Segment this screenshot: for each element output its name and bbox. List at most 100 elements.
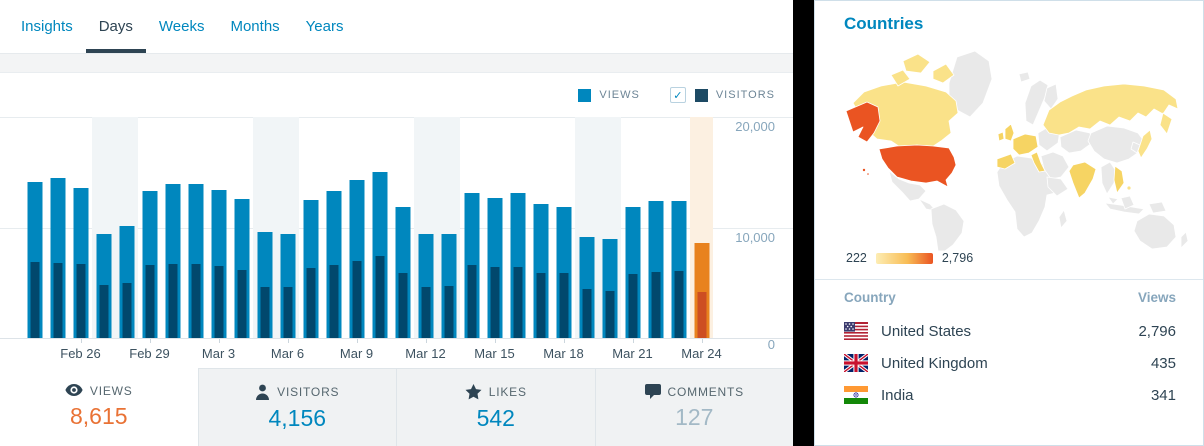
legend-visitors-label: VISITORS [715, 89, 775, 101]
bar-mar-18[interactable] [552, 117, 575, 338]
views-column-header: Views [1137, 290, 1176, 305]
map-great-britain [1004, 123, 1015, 142]
map-russia [1042, 83, 1179, 136]
legend-visitors[interactable]: ✓ VISITORS [669, 87, 775, 103]
country-row-united-kingdom[interactable]: United Kingdom 435 [815, 347, 1203, 379]
map-ireland [997, 131, 1005, 142]
map-iceland [1018, 71, 1031, 83]
map-new-guinea [1148, 201, 1167, 214]
map-central-asia [1059, 129, 1093, 154]
panel-divider [793, 0, 814, 446]
map-arctic-island-1 [902, 53, 931, 74]
summary-tabs: VIEWS 8,615 VISITORS 4,156 LIK [0, 368, 793, 446]
bar-feb-26[interactable] [69, 117, 92, 338]
summary-likes-value: 542 [476, 404, 515, 431]
bar-mar-12[interactable] [414, 117, 437, 338]
bar-mar-16[interactable] [506, 117, 529, 338]
map-madagascar [1058, 209, 1068, 229]
visitors-checkbox[interactable]: ✓ [669, 87, 686, 103]
x-tick [701, 339, 703, 343]
bar-mar-23[interactable] [667, 117, 690, 338]
tab-months[interactable]: Months [230, 18, 280, 35]
bar-mar-21[interactable] [621, 117, 644, 338]
bar-mar-9[interactable] [345, 117, 368, 338]
x-tick [287, 339, 289, 343]
map-new-zealand [1180, 231, 1189, 249]
bar-mar-19[interactable] [575, 117, 598, 338]
map-arctic-island-2 [932, 63, 955, 84]
bar-mar-17[interactable] [529, 117, 552, 338]
bar-mar-4[interactable] [230, 117, 253, 338]
x-axis-label: Mar 12 [405, 346, 446, 361]
bar-mar-5[interactable] [253, 117, 276, 338]
country-row-india[interactable]: India 341 [815, 379, 1203, 411]
tab-insights[interactable]: Insights [21, 18, 73, 35]
summary-tab-comments[interactable]: COMMENTS 127 [594, 368, 793, 446]
bar-chart-plot: 20,000 10,000 0 [0, 117, 793, 352]
bar-mar-7[interactable] [299, 117, 322, 338]
y-axis-label: 20,000 [735, 119, 775, 134]
map-kamchatka [1159, 112, 1173, 135]
visitors-swatch-icon [694, 88, 708, 102]
scale-max: 2,796 [941, 251, 974, 265]
bar-mar-14[interactable] [460, 117, 483, 338]
summary-tab-visitors[interactable]: VISITORS 4,156 [197, 368, 396, 446]
map-hawaii [861, 168, 866, 173]
united-states-flag [844, 322, 868, 340]
country-row-united-states[interactable]: United States 2,796 [815, 315, 1203, 347]
comment-icon [644, 384, 661, 399]
country-name: United States [881, 322, 972, 340]
world-map[interactable] [833, 41, 1195, 251]
bar-mar-2[interactable] [184, 117, 207, 338]
bar-feb-24[interactable] [23, 117, 46, 338]
views-swatch-icon [578, 88, 592, 102]
traffic-panel: Insights Days Weeks Months Years VIEWS ✓… [0, 0, 793, 446]
period-tab-bar: Insights Days Weeks Months Years [0, 0, 793, 54]
legend-views[interactable]: VIEWS [578, 88, 639, 102]
bar-mar-10[interactable] [368, 117, 391, 338]
bar-mar-24[interactable] [690, 117, 713, 338]
bar-feb-25[interactable] [46, 117, 69, 338]
bar-feb-27[interactable] [92, 117, 115, 338]
bar-mar-20[interactable] [598, 117, 621, 338]
bar-mar-1[interactable] [161, 117, 184, 338]
x-tick [425, 339, 427, 343]
bar-mar-13[interactable] [437, 117, 460, 338]
y-axis-label: 0 [767, 337, 775, 352]
country-views: 341 [1150, 386, 1176, 404]
summary-visitors-value: 4,156 [268, 404, 327, 431]
summary-comments-value: 127 [675, 404, 714, 430]
bar-mar-22[interactable] [644, 117, 667, 338]
bar-feb-28[interactable] [115, 117, 138, 338]
country-views: 2,796 [1138, 322, 1176, 340]
map-borneo [1120, 195, 1135, 210]
x-axis-label: Mar 3 [201, 346, 236, 361]
india-flag [844, 386, 868, 404]
tab-years[interactable]: Years [305, 18, 344, 35]
map-china [1087, 125, 1145, 164]
x-axis-label: Feb 26 [60, 346, 101, 361]
x-tick [149, 339, 151, 343]
bar-mar-11[interactable] [391, 117, 414, 338]
map-australia [1133, 213, 1177, 250]
bar-mar-3[interactable] [207, 117, 230, 338]
bar-mar-6[interactable] [276, 117, 299, 338]
tab-weeks[interactable]: Weeks [158, 18, 205, 35]
bar-feb-29[interactable] [138, 117, 161, 338]
summary-tab-views[interactable]: VIEWS 8,615 [0, 368, 198, 446]
x-axis-label: Feb 29 [129, 346, 170, 361]
bar-mar-8[interactable] [322, 117, 345, 338]
x-axis-label: Mar 15 [474, 346, 515, 361]
bar-mar-15[interactable] [483, 117, 506, 338]
x-axis-label: Mar 9 [339, 346, 374, 361]
summary-comments-label: COMMENTS [667, 384, 744, 399]
country-name: India [881, 386, 914, 404]
summary-tab-likes[interactable]: LIKES 542 [396, 368, 595, 446]
map-vietnam [1113, 165, 1125, 194]
country-table: Country Views United States 2,796 [815, 280, 1203, 411]
tab-days[interactable]: Days [85, 0, 146, 53]
summary-visitors-label: VISITORS [277, 384, 340, 399]
x-axis-inner: Feb 26 Feb 29 Mar 3 Mar 6 Mar 9 Mar 12 Mar 15 M… [23, 339, 722, 368]
map-korea [1130, 141, 1141, 154]
